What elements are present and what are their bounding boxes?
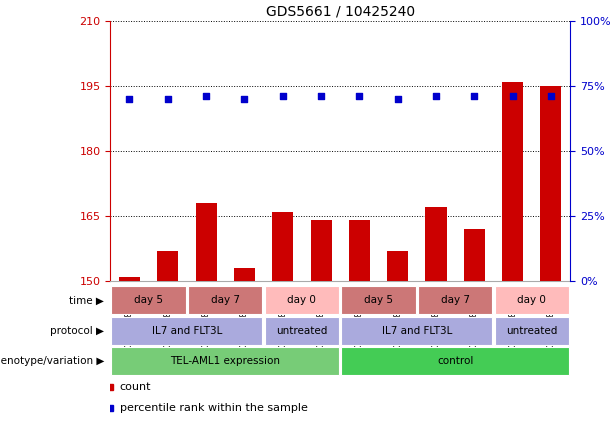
Bar bbox=[196, 203, 216, 281]
Text: count: count bbox=[120, 382, 151, 392]
Bar bbox=[495, 286, 569, 314]
Text: day 0: day 0 bbox=[287, 295, 316, 305]
Text: day 5: day 5 bbox=[364, 295, 393, 305]
Text: day 7: day 7 bbox=[211, 295, 240, 305]
Bar bbox=[265, 317, 339, 345]
Title: GDS5661 / 10425240: GDS5661 / 10425240 bbox=[265, 5, 415, 19]
Bar bbox=[541, 86, 562, 281]
Text: time ▶: time ▶ bbox=[69, 295, 104, 305]
Bar bbox=[188, 286, 262, 314]
Bar bbox=[425, 207, 446, 281]
Bar bbox=[349, 220, 370, 281]
Bar bbox=[341, 286, 416, 314]
Bar bbox=[112, 347, 339, 375]
Bar bbox=[234, 268, 255, 281]
Point bbox=[201, 93, 211, 100]
Bar bbox=[311, 220, 332, 281]
Text: genotype/variation ▶: genotype/variation ▶ bbox=[0, 356, 104, 366]
Bar bbox=[112, 286, 186, 314]
Bar bbox=[341, 317, 492, 345]
Text: day 7: day 7 bbox=[441, 295, 470, 305]
Bar bbox=[464, 229, 485, 281]
Point bbox=[124, 96, 134, 102]
Point bbox=[278, 93, 287, 100]
Text: control: control bbox=[437, 356, 473, 366]
Point bbox=[163, 96, 173, 102]
Point bbox=[508, 93, 517, 100]
Point bbox=[316, 93, 326, 100]
Bar bbox=[418, 286, 492, 314]
Point bbox=[354, 93, 364, 100]
Point bbox=[431, 93, 441, 100]
Bar bbox=[495, 317, 569, 345]
Text: IL7 and FLT3L: IL7 and FLT3L bbox=[382, 326, 452, 336]
Bar bbox=[112, 317, 262, 345]
Bar bbox=[265, 286, 339, 314]
Bar bbox=[341, 347, 569, 375]
Point bbox=[240, 96, 249, 102]
Point bbox=[470, 93, 479, 100]
Text: day 5: day 5 bbox=[134, 295, 163, 305]
Text: untreated: untreated bbox=[506, 326, 557, 336]
Text: protocol ▶: protocol ▶ bbox=[50, 326, 104, 336]
Text: percentile rank within the sample: percentile rank within the sample bbox=[120, 403, 307, 413]
Point bbox=[393, 96, 403, 102]
Bar bbox=[272, 212, 293, 281]
Bar bbox=[502, 82, 523, 281]
Text: IL7 and FLT3L: IL7 and FLT3L bbox=[152, 326, 222, 336]
Point bbox=[546, 93, 556, 100]
Text: untreated: untreated bbox=[276, 326, 327, 336]
Bar bbox=[387, 250, 408, 281]
Bar bbox=[158, 250, 178, 281]
Bar bbox=[119, 277, 140, 281]
Text: day 0: day 0 bbox=[517, 295, 546, 305]
Text: TEL-AML1 expression: TEL-AML1 expression bbox=[170, 356, 280, 366]
